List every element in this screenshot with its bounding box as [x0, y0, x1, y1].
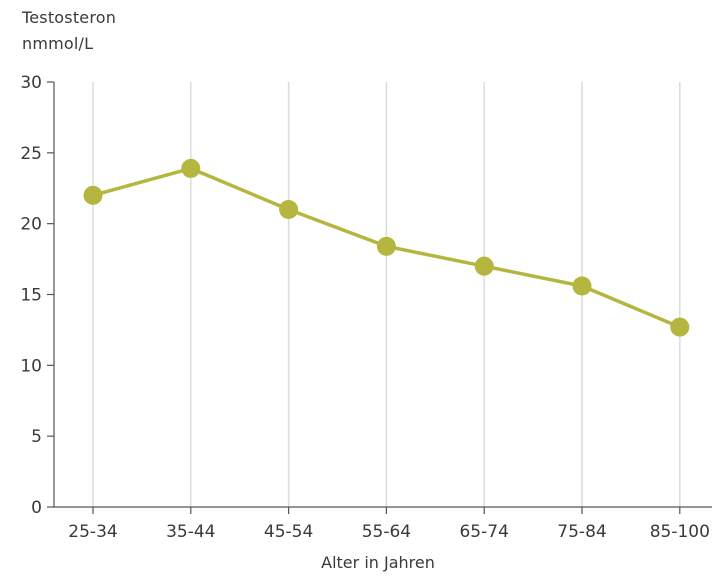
data-point-25-34	[83, 185, 103, 205]
y-tick-label-15: 15	[20, 286, 42, 306]
y-axis-label-line-1: Testosteron	[22, 8, 117, 27]
y-tick-label-0: 0	[31, 498, 42, 518]
x-axis-label: Alter in Jahren	[321, 553, 435, 572]
x-tick-labels: 25-34 35-44 45-54 55-64 65-74 75-84 85-100	[68, 522, 710, 542]
y-axis-label-line-2: nmmol/L	[22, 34, 94, 53]
y-tick-label-30: 30	[20, 73, 42, 93]
series-layer	[83, 158, 690, 337]
x-tick-label-85-100: 85-100	[650, 522, 710, 542]
x-tick-label-25-34: 25-34	[68, 522, 117, 542]
x-tick-label-35-44: 35-44	[166, 522, 215, 542]
data-point-55-64	[376, 236, 396, 256]
y-tick-labels: 0 5 10 15 20 25 30	[20, 73, 42, 518]
grid-lines	[92, 82, 681, 507]
y-tick-label-10: 10	[20, 356, 42, 376]
axes	[47, 81, 712, 514]
x-tick-label-45-54: 45-54	[264, 522, 313, 542]
x-tick-label-75-84: 75-84	[557, 522, 606, 542]
data-point-65-74	[474, 256, 494, 276]
data-point-35-44	[181, 158, 201, 178]
data-point-85-100	[670, 317, 690, 337]
y-tick-label-5: 5	[31, 427, 42, 447]
x-tick-label-55-64: 55-64	[362, 522, 411, 542]
data-point-45-54	[279, 200, 299, 219]
y-tick-label-25: 25	[20, 144, 42, 164]
x-tick-label-65-74: 65-74	[459, 522, 508, 542]
data-point-75-84	[572, 276, 592, 296]
y-tick-label-20: 20	[20, 215, 42, 235]
